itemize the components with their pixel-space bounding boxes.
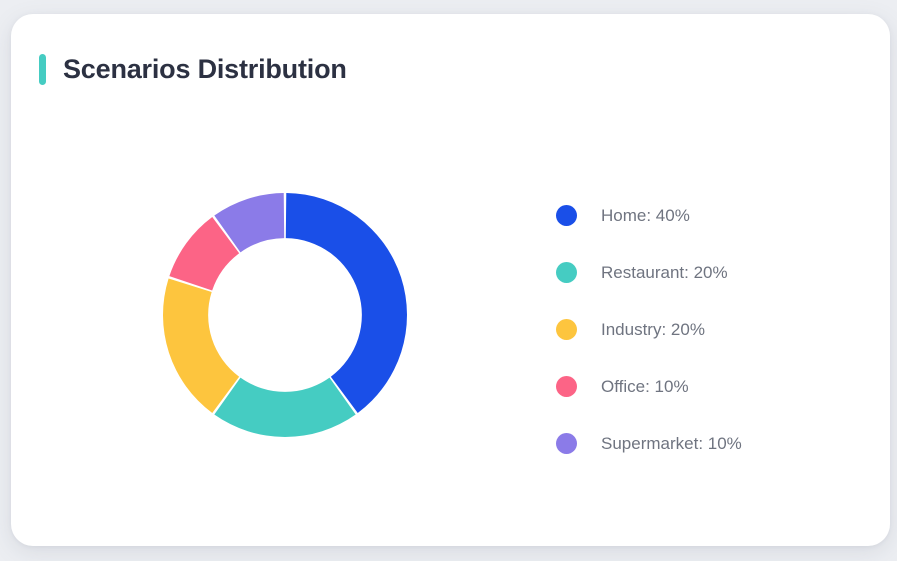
legend-label-industry: Industry: 20% <box>601 320 705 339</box>
donut-slice-restaurant[interactable] <box>214 377 356 438</box>
donut-slice-group <box>162 193 407 438</box>
legend-item-home[interactable]: Home: 40% <box>556 187 856 244</box>
legend-swatch-industry <box>556 319 577 340</box>
donut-slice-home[interactable] <box>285 193 407 413</box>
legend-label-restaurant: Restaurant: 20% <box>601 263 728 282</box>
legend-item-supermarket[interactable]: Supermarket: 10% <box>556 415 856 472</box>
donut-chart <box>162 192 408 438</box>
chart-legend: Home: 40% Restaurant: 20% Industry: 20% … <box>556 187 856 472</box>
page-title: Scenarios Distribution <box>63 53 347 84</box>
legend-label-office: Office: 10% <box>601 377 689 396</box>
card-header: Scenarios Distribution <box>39 48 347 90</box>
legend-swatch-restaurant <box>556 262 577 283</box>
legend-swatch-home <box>556 205 577 226</box>
donut-slice-industry[interactable] <box>162 278 240 413</box>
donut-slice-office[interactable] <box>169 217 240 291</box>
legend-label-home: Home: 40% <box>601 206 690 225</box>
legend-item-restaurant[interactable]: Restaurant: 20% <box>556 244 856 301</box>
donut-chart-svg <box>162 193 407 438</box>
legend-item-industry[interactable]: Industry: 20% <box>556 301 856 358</box>
legend-label-supermarket: Supermarket: 10% <box>601 434 742 453</box>
title-accent-bar <box>39 53 46 85</box>
legend-swatch-office <box>556 376 577 397</box>
chart-body: Home: 40% Restaurant: 20% Industry: 20% … <box>11 110 890 546</box>
legend-item-office[interactable]: Office: 10% <box>556 358 856 415</box>
donut-slice-supermarket[interactable] <box>214 193 285 253</box>
scenarios-distribution-card: Scenarios Distribution Home: 40% Restaur… <box>11 14 890 546</box>
legend-swatch-supermarket <box>556 433 577 454</box>
